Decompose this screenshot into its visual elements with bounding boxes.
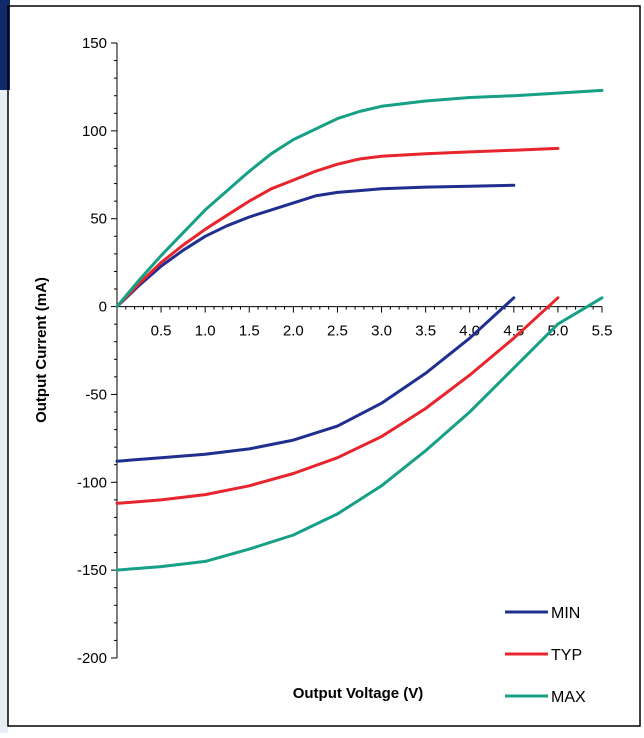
x-tick-label: 3.0: [371, 323, 392, 340]
series-typ-source-line: [115, 146, 560, 309]
left-page-strip: [0, 0, 8, 733]
x-tick-label: 5.0: [547, 323, 568, 340]
x-tick-label: 5.5: [592, 323, 613, 340]
series-min-source-line: [115, 183, 516, 309]
legend-min-label: MIN: [551, 605, 580, 622]
series-max-sink-line: [115, 296, 604, 572]
y-tick-label: 0: [99, 299, 107, 316]
x-axis-title: Output Voltage (V): [293, 685, 424, 702]
x-tick-label: 3.5: [415, 323, 436, 340]
chart-border: [7, 5, 641, 727]
y-tick-label: -50: [85, 386, 107, 403]
series-min-sink-line: [115, 296, 516, 463]
y-axis-title: Output Current (mA): [33, 277, 50, 423]
y-tick-label: -100: [77, 474, 107, 491]
series-max-source-line: [115, 88, 604, 309]
x-tick-label: 1.0: [195, 323, 216, 340]
axes-group: 150 100 50 0 -50 -100 -150 -200 0.5 1.0 1.5 2.0 2.5 3…: [77, 35, 612, 667]
dark-corner-block: [0, 0, 10, 90]
x-tick-label: 1.5: [239, 323, 260, 340]
y-tick-label: 50: [90, 211, 107, 228]
x-tick-label: 0.5: [151, 323, 172, 340]
y-tick-label: 150: [82, 35, 107, 52]
legend-typ-label: TYP: [551, 647, 582, 664]
legend-max-label: MAX: [551, 689, 586, 706]
y-tick-label: -150: [77, 562, 107, 579]
x-tick-label: 2.0: [283, 323, 304, 340]
legend: MIN TYP MAX: [505, 605, 586, 706]
series-layer: [115, 88, 604, 572]
y-tick-label: 100: [82, 123, 107, 140]
x-tick-label: 2.5: [327, 323, 348, 340]
y-tick-label: -200: [77, 650, 107, 667]
series-typ-sink-line: [115, 296, 560, 505]
